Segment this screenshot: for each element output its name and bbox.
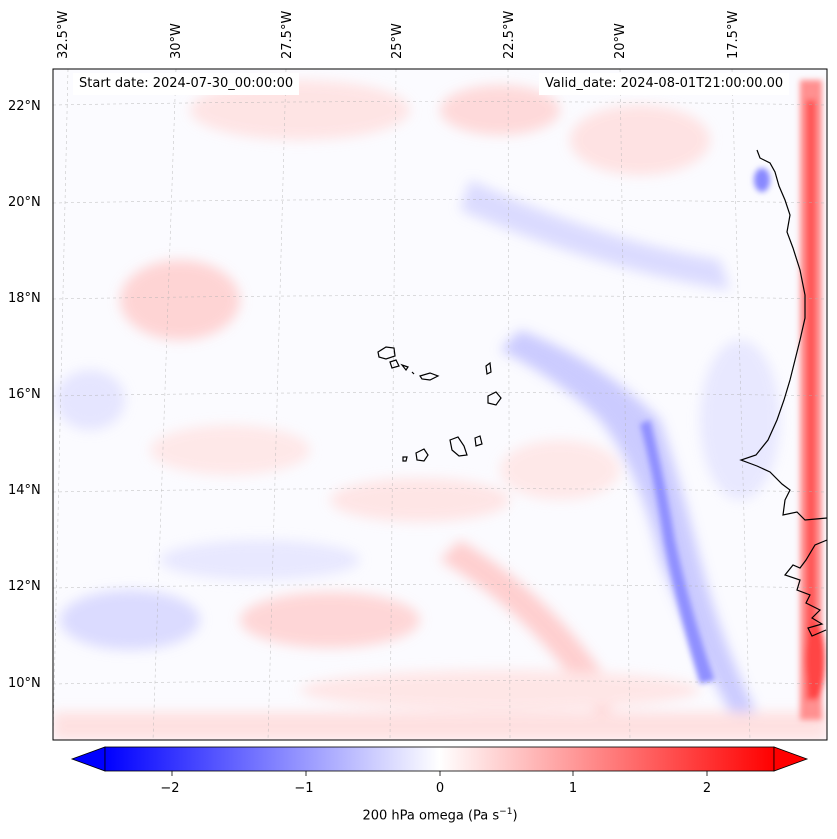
start-date-text: Start date: 2024-07-30_00:00:00 [79,76,294,91]
lat-label-12n: 12°N [8,579,41,594]
valid-date-text: Valid_date: 2024-08-01T21:00:00.00 [545,76,784,91]
graticule [53,69,827,740]
start-date-label: Start date: 2024-07-30_00:00:00 [73,73,300,95]
colorbar [70,746,809,776]
lat-label-16n: 16°N [8,387,41,402]
colorbar-title: 200 hPa omega (Pa s−1) [0,807,837,824]
cb-tick-neg2: −2 [160,781,180,796]
colorbar-title-text: 200 hPa omega (Pa s [362,808,500,824]
africa-coastline [739,149,827,637]
lat-label-10n: 10°N [8,676,41,691]
lat-label-20n: 20°N [8,195,41,210]
cape-verde-islands [377,346,502,462]
lat-label-22n: 22°N [8,99,41,114]
cb-tick-1: 1 [568,781,578,796]
lat-label-14n: 14°N [8,483,41,498]
cb-tick-neg1: −1 [294,781,314,796]
valid-date-label: Valid_date: 2024-08-01T21:00:00.00 [539,73,790,95]
cb-tick-2: 2 [702,781,712,796]
field-layer [53,69,827,740]
map-frame [52,68,828,741]
colorbar-title-exponent: −1 [499,807,513,817]
colorbar-title-close: ) [512,808,518,824]
cb-tick-0: 0 [435,781,445,796]
lat-label-18n: 18°N [8,291,41,306]
